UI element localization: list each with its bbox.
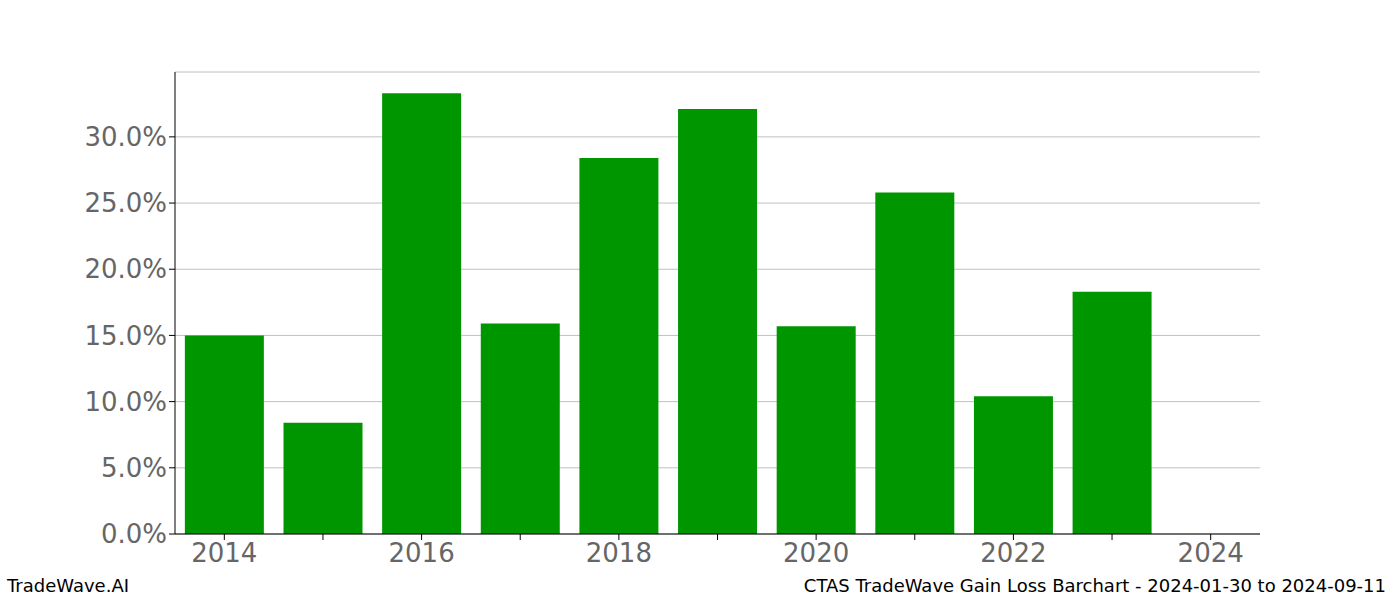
- svg-text:5.0%: 5.0%: [101, 453, 167, 483]
- svg-text:2020: 2020: [783, 538, 849, 568]
- svg-text:2016: 2016: [389, 538, 455, 568]
- svg-text:10.0%: 10.0%: [84, 387, 167, 417]
- svg-text:2022: 2022: [980, 538, 1046, 568]
- svg-text:15.0%: 15.0%: [84, 321, 167, 351]
- svg-text:25.0%: 25.0%: [84, 188, 167, 218]
- svg-text:2024: 2024: [1178, 538, 1244, 568]
- html-text:CTAS TradeWave Gain Loss Barch: CTAS TradeWave Gain Loss Barchart - 2024…: [803, 575, 1386, 596]
- svg-text:2018: 2018: [586, 538, 652, 568]
- html-text:TradeWave.AI: TradeWave.AI: [7, 575, 129, 596]
- svg-text:0.0%: 0.0%: [101, 519, 167, 549]
- svg-text:2014: 2014: [191, 538, 257, 568]
- svg-text:30.0%: 30.0%: [84, 122, 167, 152]
- svg-text:20.0%: 20.0%: [84, 254, 167, 284]
